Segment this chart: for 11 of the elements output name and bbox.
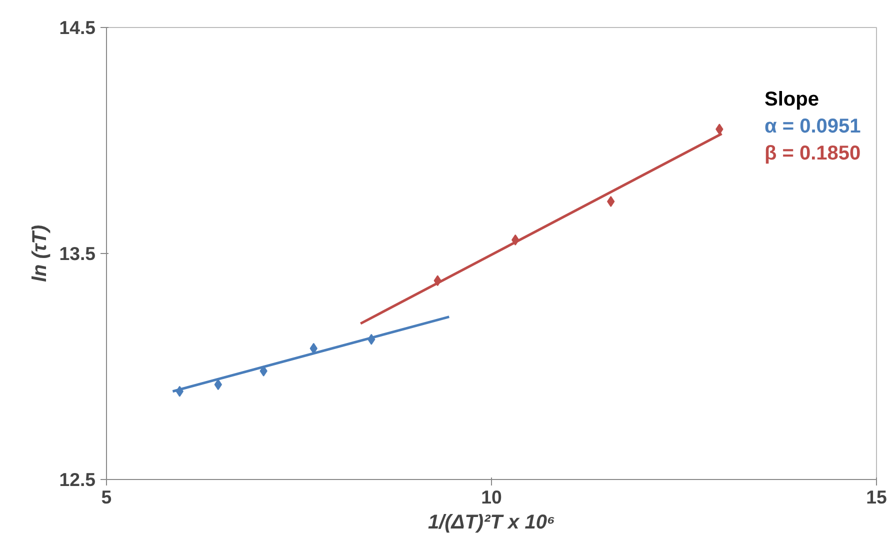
y-axis-title: ln (τT)	[29, 224, 52, 282]
y-tick-label: 12.5	[59, 469, 96, 490]
y-tick-label: 13.5	[59, 243, 96, 264]
y-tick-label: 14.5	[59, 17, 96, 38]
x-axis-title: 1/(ΔT)²T x 10⁶	[428, 512, 556, 534]
annotation: Slope	[764, 88, 819, 110]
annotation: α = 0.0951	[764, 116, 861, 138]
x-tick-label: 5	[101, 486, 112, 508]
x-tick-label: 10	[481, 486, 502, 508]
x-tick-label: 15	[866, 486, 887, 508]
annotation: β = 0.1850	[764, 142, 861, 164]
